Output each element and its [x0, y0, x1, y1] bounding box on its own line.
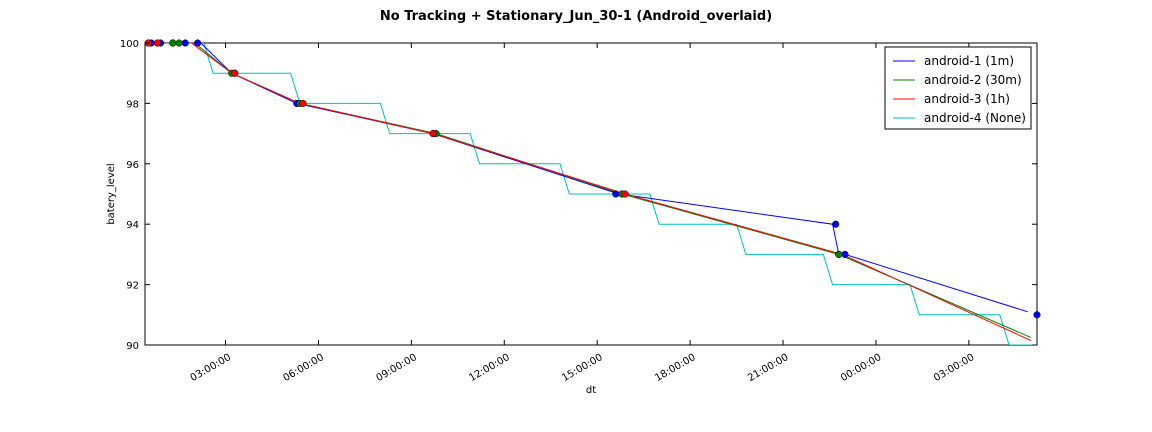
- x-tick-label: 03:00:00: [189, 352, 233, 384]
- legend-label: android-3 (1h): [924, 92, 1010, 106]
- chart-title: No Tracking + Stationary_Jun_30-1 (Andro…: [380, 9, 772, 24]
- x-tick-label: 00:00:00: [839, 352, 883, 384]
- data-point: [1033, 311, 1041, 319]
- y-tick-label: 92: [126, 281, 139, 292]
- legend: android-1 (1m) android-2 (30m) android-3 (…: [884, 46, 1032, 130]
- data-point: [621, 190, 629, 198]
- data-point: [429, 130, 437, 138]
- y-tick-label: 90: [126, 341, 139, 352]
- data-point: [169, 39, 177, 47]
- series-line: [145, 43, 1037, 345]
- data-point: [612, 190, 620, 198]
- x-tick-label: 03:00:00: [932, 352, 976, 384]
- data-point: [835, 250, 843, 258]
- x-tick-label: 12:00:00: [467, 352, 511, 384]
- y-tick-label: 100: [120, 39, 139, 50]
- x-tick-label: 21:00:00: [746, 352, 790, 384]
- legend-label: android-4 (None): [924, 111, 1026, 125]
- legend-label: android-2 (30m): [924, 73, 1022, 87]
- series-line: [145, 43, 1032, 341]
- x-tick-label: 09:00:00: [374, 352, 418, 384]
- x-tick-label: 15:00:00: [560, 352, 604, 384]
- x-tick-label: 06:00:00: [282, 352, 326, 384]
- data-point: [841, 250, 849, 258]
- data-point: [832, 220, 840, 228]
- y-axis-label: batery_level: [106, 163, 117, 224]
- data-point: [175, 39, 183, 47]
- data-point: [299, 99, 307, 107]
- x-axis-label: dt: [586, 385, 596, 396]
- y-tick-label: 94: [126, 220, 139, 231]
- data-point: [153, 39, 161, 47]
- y-tick-label: 96: [126, 160, 139, 171]
- y-axis: 90 92 94 96 98 100: [120, 39, 1037, 352]
- y-tick-label: 98: [126, 99, 139, 110]
- legend-label: android-1 (1m): [924, 54, 1014, 68]
- data-point: [231, 69, 239, 77]
- data-point: [194, 39, 202, 47]
- x-tick-label: 18:00:00: [653, 352, 697, 384]
- data-point: [181, 39, 189, 47]
